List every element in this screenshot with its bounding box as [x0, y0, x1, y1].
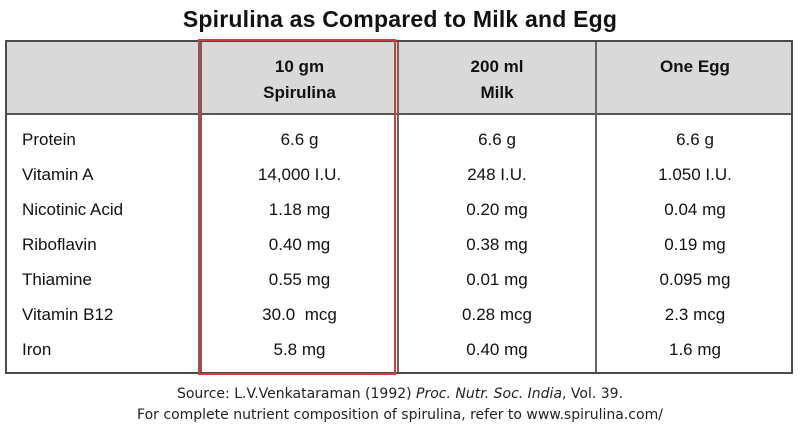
milk-value: 0.40 mg [466, 340, 528, 359]
header-line: 200 ml [470, 57, 524, 76]
row-label: Vitamin A [22, 165, 94, 184]
spirulina-value: 0.55 mg [268, 270, 331, 289]
egg-value: 2.3 mcg [664, 305, 726, 324]
spirulina-value: 6.6 g [280, 130, 319, 149]
citation-journal: Proc. Nutr. Soc. India [416, 386, 563, 402]
column-divider [200, 42, 202, 372]
table-header [7, 42, 791, 115]
egg-value: 0.04 mg [664, 200, 726, 219]
milk-value: 0.20 mg [466, 200, 528, 219]
table-body: Protein 6.6 g 6.6 g 6.6 g Vitamin A 14,0… [7, 122, 791, 367]
milk-value: 248 I.U. [467, 165, 527, 184]
row-label: Thiamine [22, 270, 92, 289]
header-egg: One Egg [597, 54, 793, 80]
header-line: Milk [480, 83, 514, 102]
column-divider [397, 42, 399, 372]
spirulina-value: 1.18 mg [268, 200, 331, 219]
header-milk: 200 ml Milk [399, 54, 595, 106]
table-row: Vitamin B12 30.0 mcg 0.28 mcg 2.3 mcg [7, 297, 791, 332]
spirulina-value: 30.0 mcg [262, 305, 337, 324]
citation-suffix: , Vol. 39. [562, 386, 624, 402]
milk-value: 0.28 mcg [462, 305, 532, 324]
row-label: Riboflavin [22, 235, 97, 254]
source-note: Source: L.V.Venkataraman (1992) Proc. Nu… [0, 384, 800, 426]
egg-value: 0.095 mg [659, 270, 731, 289]
citation-prefix: Source: L.V.Venkataraman (1992) [176, 386, 417, 402]
egg-value: 0.19 mg [664, 235, 726, 254]
milk-value: 6.6 g [478, 130, 516, 149]
egg-value: 1.050 I.U. [658, 165, 732, 184]
row-label: Nicotinic Acid [22, 200, 124, 219]
egg-value: 6.6 g [676, 130, 714, 149]
row-label: Protein [22, 130, 76, 149]
egg-value: 1.6 mg [669, 340, 721, 359]
reference-note: For complete nutrient composition of spi… [137, 407, 663, 423]
milk-value: 0.01 mg [466, 270, 528, 289]
row-label: Vitamin B12 [22, 305, 114, 324]
table-row: Iron 5.8 mg 0.40 mg 1.6 mg [7, 332, 791, 367]
spirulina-value: 0.40 mg [268, 235, 331, 254]
table-row: Protein 6.6 g 6.6 g 6.6 g [7, 122, 791, 157]
comparison-table: 10 gm Spirulina 200 ml Milk One Egg Prot… [5, 40, 793, 374]
table-row: Vitamin A 14,000 I.U. 248 I.U. 1.050 I.U… [7, 157, 791, 192]
row-label: Iron [22, 340, 52, 359]
column-divider [595, 42, 597, 372]
table-row: Riboflavin 0.40 mg 0.38 mg 0.19 mg [7, 227, 791, 262]
citation-line: Source: L.V.Venkataraman (1992) Proc. Nu… [0, 384, 800, 405]
header-line: 10 gm [274, 57, 325, 76]
table-row: Nicotinic Acid 1.18 mg 0.20 mg 0.04 mg [7, 192, 791, 227]
milk-value: 0.38 mg [466, 235, 528, 254]
table-row: Thiamine 0.55 mg 0.01 mg 0.095 mg [7, 262, 791, 297]
page-title: Spirulina as Compared to Milk and Egg [182, 6, 618, 32]
spirulina-value: 5.8 mg [273, 340, 326, 359]
spirulina-value: 14,000 I.U. [257, 165, 342, 184]
header-spirulina: 10 gm Spirulina [202, 54, 397, 106]
header-line: One Egg [660, 57, 730, 76]
header-line: Spirulina [263, 83, 336, 102]
